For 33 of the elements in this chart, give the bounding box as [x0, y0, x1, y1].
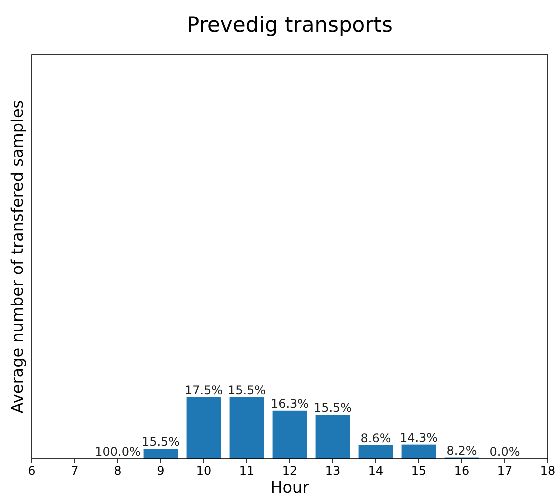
- bar: [186, 397, 222, 459]
- x-tick-label: 17: [497, 464, 513, 478]
- x-tick-label: 6: [28, 464, 36, 478]
- annotation: 17.5%: [184, 383, 224, 398]
- x-tick-label: 15: [411, 464, 427, 478]
- x-tick-label: 7: [71, 464, 79, 478]
- x-tick-label: 9: [157, 464, 165, 478]
- annotation: 15.5%: [142, 435, 180, 450]
- bar: [272, 410, 308, 459]
- annotation: 8.6%: [360, 431, 392, 446]
- bar: [230, 397, 264, 459]
- bar: [316, 415, 350, 459]
- annotation: 14.3%: [400, 430, 438, 445]
- x-tick-label: 13: [325, 464, 341, 478]
- x-tick-label: 12: [282, 464, 298, 478]
- annotation: 100.0%: [95, 445, 141, 459]
- x-tick-label: 10: [196, 464, 212, 478]
- y-axis-title: Average number of transfered samples: [8, 100, 27, 414]
- annotation: 8.2%: [446, 444, 478, 458]
- annotation: 0.0%: [490, 445, 520, 459]
- x-tick-label: 18: [540, 464, 556, 478]
- bar: [144, 449, 178, 459]
- chart-title: Prevedig transports: [187, 13, 393, 37]
- x-axis-title: Hour: [270, 478, 310, 497]
- annotation: 16.3%: [270, 396, 310, 411]
- x-tick-label: 8: [114, 464, 122, 478]
- bar: [402, 444, 436, 459]
- bar: [358, 445, 394, 459]
- x-tick-label: 11: [239, 464, 255, 478]
- annotation: 15.5%: [228, 383, 266, 398]
- x-tick-label: 16: [454, 464, 470, 478]
- annotation: 15.5%: [314, 401, 352, 416]
- x-tick-label: 14: [368, 464, 384, 478]
